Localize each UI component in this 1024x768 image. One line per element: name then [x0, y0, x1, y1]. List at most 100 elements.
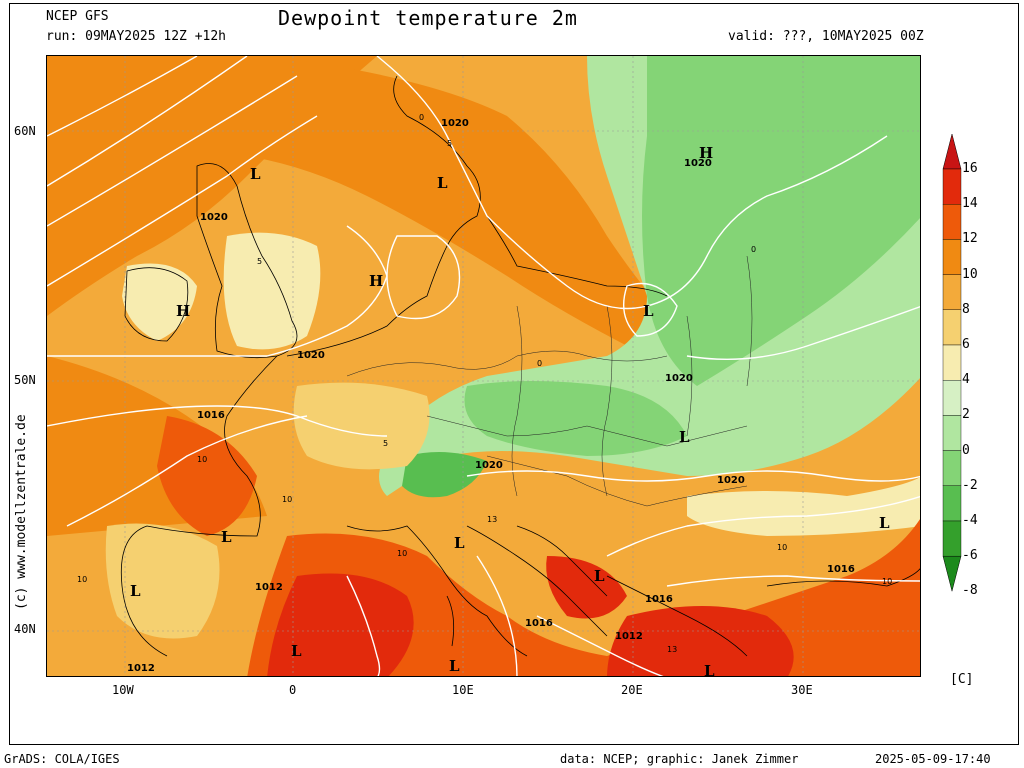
colorbar-segment — [942, 274, 962, 311]
colorbar-tick-label: 4 — [962, 372, 970, 388]
lon-label-30e: 30E — [791, 683, 813, 697]
uk-pale — [223, 232, 321, 350]
pressure-label: 1020 — [441, 118, 469, 129]
contour-labels: 0 5 0 5 0 5 10 10 13 10 10 10 13 10 — [77, 113, 892, 654]
lon-label-20e: 20E — [621, 683, 643, 697]
high-center: H — [176, 302, 190, 320]
balkans-pale — [687, 477, 920, 536]
colorbar-arrow-bottom — [942, 555, 962, 592]
low-center: L — [643, 302, 654, 320]
pressure-label: 1016 — [525, 618, 553, 629]
contour-label: 0 — [751, 245, 756, 254]
isobars — [47, 56, 920, 676]
pressure-label: 1020 — [717, 475, 745, 486]
colorbar-tick-label: 0 — [962, 442, 970, 458]
ireland-pale — [122, 263, 197, 341]
low-center: L — [704, 662, 715, 677]
colorbar-tick-label: -8 — [962, 583, 978, 599]
high-center: H — [699, 144, 713, 162]
lat-label-60n: 60N — [14, 124, 36, 138]
contour-label: 10 — [77, 575, 87, 584]
lat-label-50n: 50N — [14, 373, 36, 387]
map-svg: 1020 1020 1020 1020 1020 1020 1020 1016 … — [47, 56, 920, 677]
high-center: H — [369, 272, 383, 290]
colorbar-segment — [942, 415, 962, 451]
iberia-pale — [105, 523, 220, 639]
contour-label: 10 — [197, 455, 207, 464]
colorbar-segment — [942, 485, 962, 522]
pressure-label: 1020 — [684, 158, 712, 169]
low-center: L — [594, 567, 605, 585]
pressure-label: 1016 — [645, 594, 673, 605]
contour-label: 13 — [667, 645, 677, 654]
low-center: L — [449, 657, 460, 675]
colorbar-segment — [942, 379, 962, 416]
colorbar-unit: [C] — [950, 672, 974, 687]
footer-timestamp: 2025-05-09-17:40 — [875, 752, 991, 766]
biscay-red — [157, 416, 257, 536]
colorbar-tick-label: 14 — [962, 196, 978, 212]
contour-label: 0 — [419, 113, 424, 122]
colorbar-segment — [942, 344, 962, 381]
watermark-text: (c) www.modellzentrale.de — [14, 414, 29, 610]
aegean-red — [607, 606, 794, 676]
low-center: L — [221, 528, 232, 546]
lon-label-10w: 10W — [112, 683, 134, 697]
contour-label: 10 — [397, 549, 407, 558]
pressure-label: 1020 — [200, 212, 228, 223]
colorbar-tick-label: -6 — [962, 548, 978, 564]
low-center: L — [130, 582, 141, 600]
colorbar-segment — [942, 520, 962, 557]
pressure-label: 1012 — [255, 582, 283, 593]
western-med-deep-red — [267, 573, 414, 676]
east-europe-deep-green — [642, 56, 920, 386]
country-borders — [346, 255, 753, 507]
map-title: Dewpoint temperature 2m — [278, 6, 578, 30]
contour-label: 10 — [777, 543, 787, 552]
colorbar — [942, 134, 962, 592]
low-center: L — [250, 165, 261, 183]
pressure-label: 1020 — [665, 373, 693, 384]
pressure-centers: L L H H L L H L L L L L L L L — [130, 144, 890, 677]
colorbar-tick-label: 6 — [962, 337, 970, 352]
colorbar-tick-label: -4 — [962, 513, 978, 528]
pressure-label: 1016 — [827, 564, 855, 575]
pressure-label: 1012 — [615, 631, 643, 642]
contour-label: 5 — [447, 139, 452, 148]
colorbar-arrow-top — [942, 134, 962, 170]
pressure-label: 1020 — [297, 350, 325, 361]
pressure-label: 1016 — [197, 410, 225, 421]
colorbar-tick-label: -2 — [962, 477, 978, 493]
colorbar-segment — [942, 168, 962, 205]
colorbar-tick-label: 10 — [962, 266, 978, 282]
pressure-label: 1012 — [127, 663, 155, 674]
contour-label: 13 — [487, 515, 497, 524]
lon-label-10e: 10E — [452, 683, 474, 697]
lat-label-40n: 40N — [14, 622, 36, 636]
model-name: NCEP GFS — [46, 9, 109, 24]
colorbar-tick-label: 2 — [962, 407, 970, 423]
contour-label: 5 — [383, 439, 388, 448]
contour-label: 10 — [882, 577, 892, 586]
colorbar-tick-label: 12 — [962, 231, 978, 247]
low-center: L — [437, 174, 448, 192]
run-info: run: 09MAY2025 12Z +12h — [46, 29, 227, 44]
pressure-labels: 1020 1020 1020 1020 1020 1020 1020 1016 … — [127, 118, 855, 674]
adriatic-red — [546, 556, 627, 619]
colorbar-segment — [942, 203, 962, 240]
low-center: L — [879, 514, 890, 532]
alps-green — [402, 452, 487, 498]
contour-label: 10 — [282, 495, 292, 504]
contour-label: 5 — [257, 257, 262, 266]
contour-label: 0 — [537, 359, 542, 368]
colorbar-segment — [942, 309, 962, 346]
lon-label-0: 0 — [289, 683, 297, 697]
figure-frame — [9, 3, 1019, 745]
footer-credits: data: NCEP; graphic: Janek Zimmer — [560, 752, 799, 766]
france-pale — [293, 382, 430, 470]
dewpoint-map: 1020 1020 1020 1020 1020 1020 1020 1016 … — [46, 55, 921, 677]
colorbar-tick-label: 16 — [962, 161, 978, 176]
low-center: L — [291, 642, 302, 660]
coastlines — [120, 75, 920, 657]
low-center: L — [454, 534, 465, 552]
